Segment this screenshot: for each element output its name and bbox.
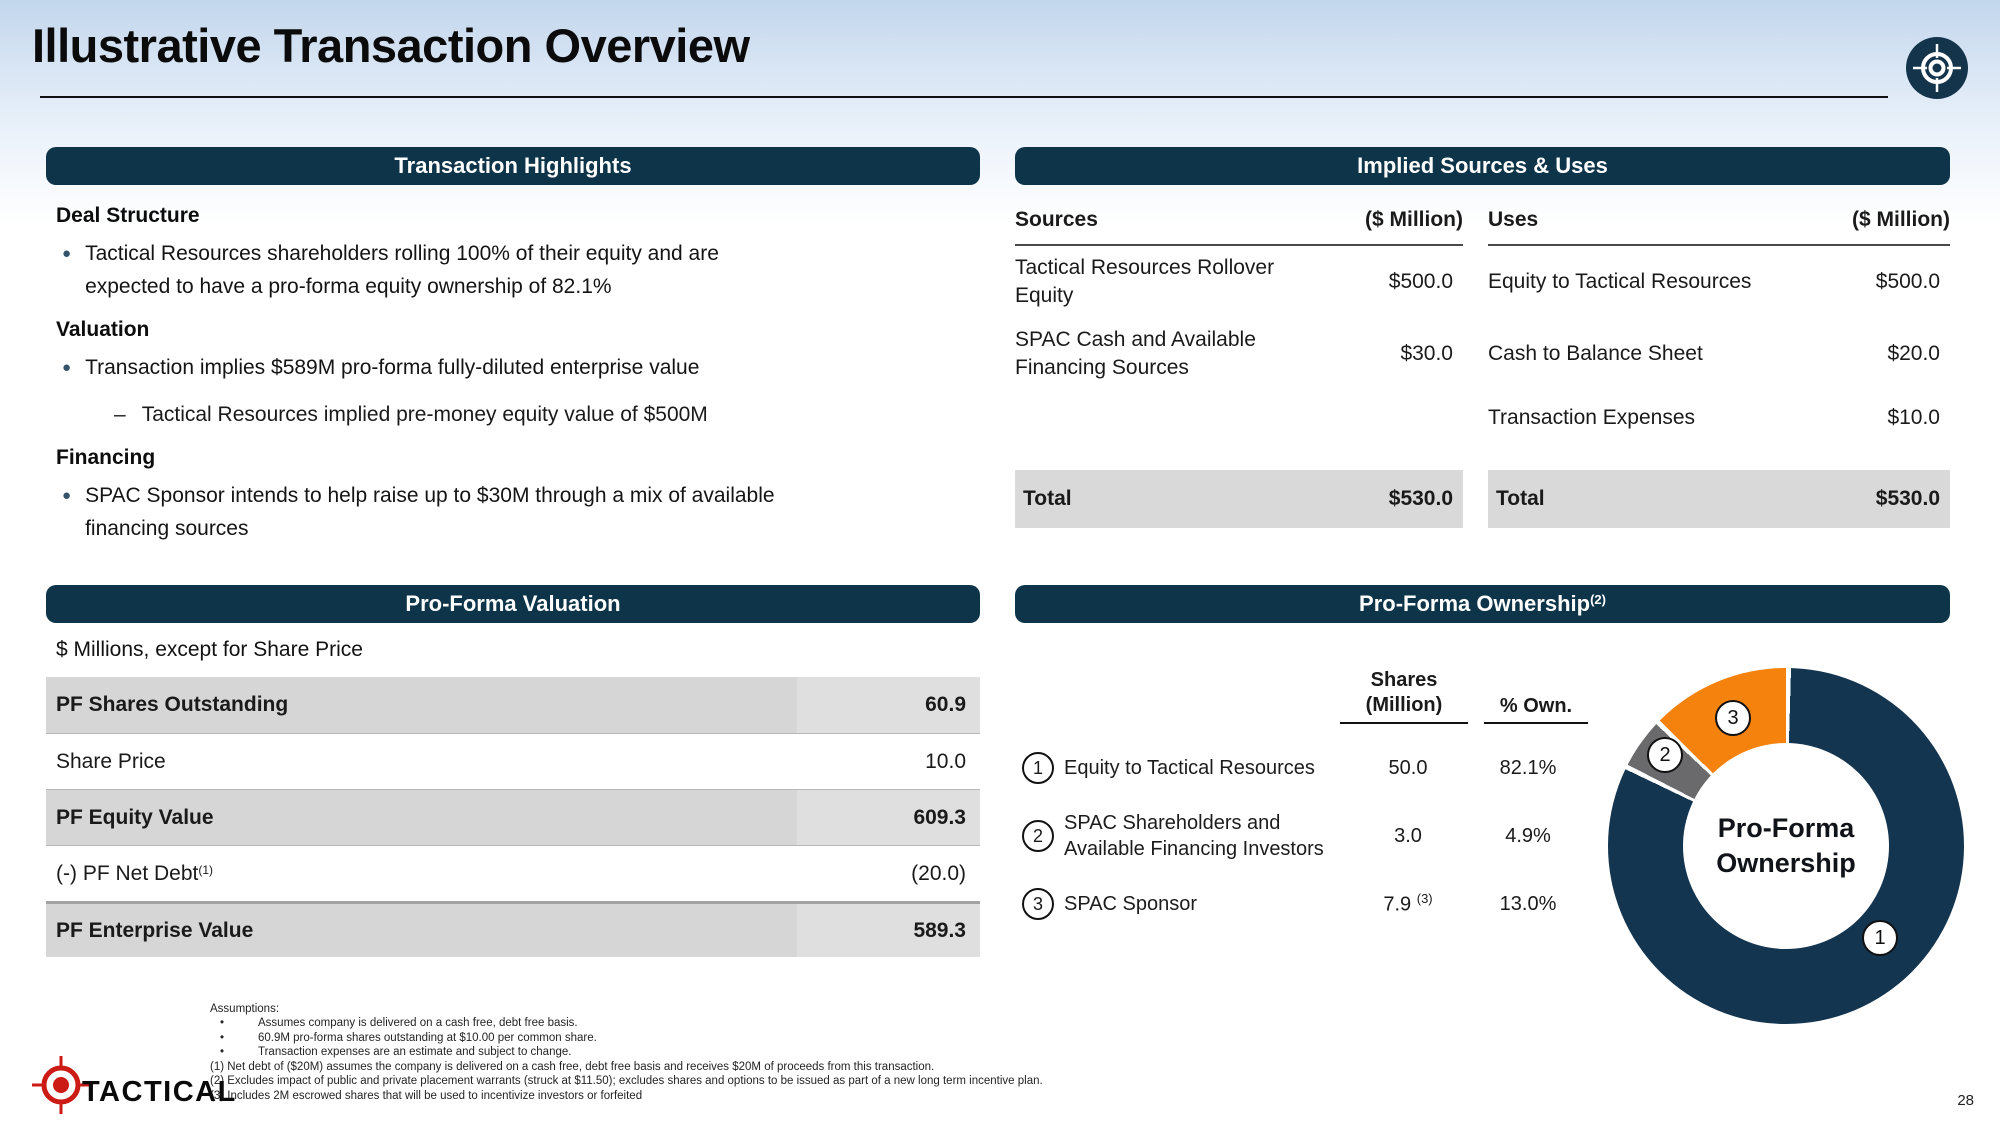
footnote-bullet: • Transaction expenses are an estimate an…	[220, 1046, 572, 1059]
donut-segment-label-2: 2	[1647, 737, 1683, 773]
ownership-donut: Pro-Forma Ownership 1 2 3	[1608, 668, 1964, 1024]
donut-segment-label-1: 1	[1862, 920, 1898, 956]
sources-table: Sources ($ Million) Tactical Resources R…	[1015, 208, 1463, 528]
footnote-numbered: (2) Excludes impact of public and privat…	[210, 1075, 1043, 1088]
target-icon	[1905, 36, 1969, 100]
legend-shares: 7.9 (3)	[1383, 891, 1433, 916]
legend-number-2: 2	[1022, 820, 1054, 852]
sources-table-header: Sources ($ Million)	[1015, 208, 1463, 246]
ownership-column-headers: Shares (Million) % Own.	[1340, 668, 1588, 724]
table-row: Share Price 10.0	[46, 733, 980, 789]
table-row: PF Equity Value 609.3	[46, 789, 980, 845]
uses-col-label: Uses	[1488, 208, 1539, 231]
transaction-highlights-header: Transaction Highlights	[46, 147, 980, 185]
legend-label: SPAC Sponsor	[1064, 893, 1198, 915]
legend-label: Equity to Tactical Resources	[1064, 757, 1315, 779]
bullet-icon: ●	[62, 358, 72, 376]
sources-col-label: Sources	[1015, 208, 1098, 231]
sources-uses-panel: Sources ($ Million) Tactical Resources R…	[1015, 208, 1950, 528]
dash-icon: –	[114, 402, 126, 426]
legend-own: 82.1%	[1499, 756, 1557, 779]
valuation-subbullet: – Tactical Resources implied pre-money e…	[114, 399, 976, 432]
page-number: 28	[1957, 1092, 1974, 1109]
bullet-icon: ●	[62, 486, 72, 504]
own-column-header: % Own.	[1484, 695, 1588, 724]
deal-structure-bullet: ● Tactical Resources shareholders rollin…	[62, 238, 976, 304]
legend-label: SPAC Shareholders and Available Financin…	[1064, 812, 1324, 860]
bullet-icon: •	[220, 1017, 225, 1030]
bullet-icon: •	[220, 1031, 225, 1044]
sources-col-unit: ($ Million)	[1365, 208, 1463, 231]
ownership-header-footnote: (2)	[1590, 591, 1606, 607]
donut-segment-label-3: 3	[1715, 700, 1751, 736]
table-row: Equity to Tactical Resources $500.0	[1488, 269, 1940, 293]
table-row: SPAC Cash and Available Financing Source…	[1015, 327, 1453, 379]
crosshair-icon	[32, 1056, 90, 1114]
footnote-bullet: • 60.9M pro-forma shares outstanding at $…	[220, 1031, 597, 1044]
ownership-legend: 1 Equity to Tactical Resources 50.0 82.1…	[1022, 752, 1597, 920]
donut-center-label: Pro-Forma Ownership	[1683, 743, 1889, 949]
sources-uses-header: Implied Sources & Uses	[1015, 147, 1950, 185]
sponsor-shares-footnote: (3)	[1416, 891, 1433, 907]
legend-number-3: 3	[1022, 888, 1054, 920]
legend-shares: 3.0	[1394, 824, 1422, 847]
sources-total-row: Total $530.0	[1015, 470, 1463, 528]
shares-column-header: Shares (Million)	[1340, 668, 1468, 724]
table-row: PF Shares Outstanding 60.9	[46, 677, 980, 733]
footnote-bullet: • Assumes company is delivered on a cash …	[220, 1017, 578, 1030]
table-row: Cash to Balance Sheet $20.0	[1488, 341, 1940, 365]
legend-shares: 50.0	[1388, 756, 1428, 779]
bullet-icon: ●	[62, 245, 72, 262]
net-debt-footnote: (1)	[198, 862, 214, 877]
tactical-logo: TACTICAL	[28, 1052, 235, 1118]
table-row: (-) PF Net Debt (1) (20.0)	[46, 845, 980, 901]
deal-structure-heading: Deal Structure	[56, 204, 200, 227]
ownership-header-text: Pro-Forma Ownership	[1359, 591, 1591, 616]
pro-forma-ownership-header: Pro-Forma Ownership (2)	[1015, 585, 1950, 623]
valuation-heading: Valuation	[56, 317, 150, 341]
uses-total-row: Total $530.0	[1488, 470, 1950, 528]
legend-own: 13.0%	[1499, 892, 1557, 915]
footnotes-title: Assumptions:	[210, 1003, 280, 1015]
brand-wordmark: TACTICAL	[82, 1076, 237, 1108]
footnote-numbered: (3) Includes 2M escrowed shares that wil…	[210, 1089, 643, 1102]
footnote-numbered: (1) Net debt of ($20M) assumes the compa…	[210, 1060, 935, 1073]
table-row: Transaction Expenses $10.0	[1488, 405, 1940, 429]
pro-forma-valuation-header: Pro-Forma Valuation	[46, 585, 980, 623]
legend-number-1: 1	[1022, 752, 1054, 784]
table-row: PF Enterprise Value 589.3	[46, 901, 980, 957]
title-divider	[40, 96, 1888, 98]
legend-own: 4.9%	[1505, 824, 1551, 847]
footnotes: Assumptions: • Assumes company is deliver…	[210, 1002, 1360, 1103]
financing-bullet: ● SPAC Sponsor intends to help raise up …	[62, 480, 976, 546]
table-row: Tactical Resources Rollover Equity $500.…	[1015, 255, 1453, 307]
pro-forma-valuation-table: PF Shares Outstanding 60.9 Share Price 1…	[46, 677, 980, 957]
financing-heading: Financing	[56, 445, 156, 469]
uses-table-header: Uses ($ Million)	[1488, 208, 1950, 246]
uses-col-unit: ($ Million)	[1852, 208, 1950, 231]
valuation-units-note: $ Millions, except for Share Price	[56, 638, 363, 661]
uses-table: Uses ($ Million) Equity to Tactical Reso…	[1488, 208, 1950, 528]
transaction-highlights-panel: Deal Structure ● Tactical Resources shar…	[56, 192, 976, 560]
valuation-bullet: ● Transaction implies $589M pro-forma fu…	[62, 352, 976, 385]
bullet-icon: •	[220, 1046, 225, 1059]
page-title: Illustrative Transaction Overview	[32, 19, 750, 72]
